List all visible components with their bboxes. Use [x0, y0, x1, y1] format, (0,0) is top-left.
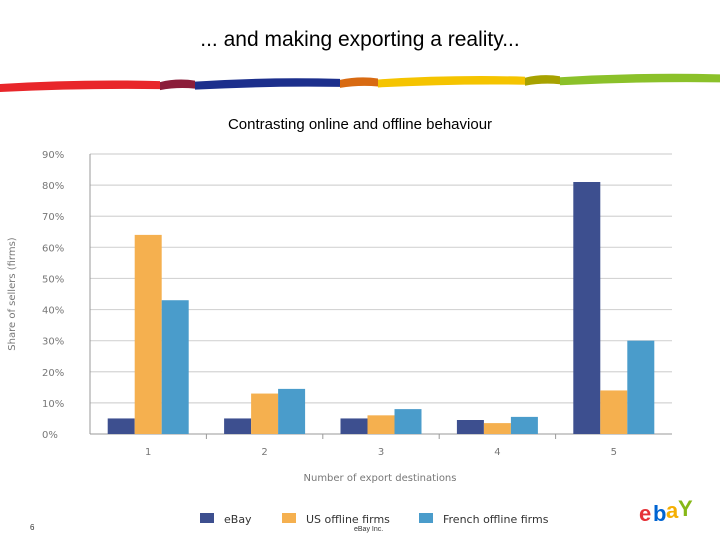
- bar: [134, 234, 162, 434]
- y-tick-label: 10%: [42, 399, 64, 410]
- bar-chart: 0% 10% 20% 30% 40% 50% 60% 70% 80% 90% 1 2 3 4 5 Number…: [7, 150, 672, 526]
- y-tick-label: 0%: [42, 430, 58, 441]
- legend-label: US offline firms: [306, 513, 390, 526]
- swoosh-segment: [525, 75, 560, 86]
- swoosh-segment: [378, 76, 525, 88]
- x-tick-label: 1: [145, 447, 151, 458]
- bar: [573, 182, 601, 434]
- y-axis-label: Share of sellers (firms): [7, 237, 18, 351]
- bar: [340, 418, 368, 434]
- svg-text:e: e: [639, 501, 651, 526]
- x-axis-label: Number of export destinations: [304, 473, 457, 484]
- legend-swatch: [200, 513, 214, 523]
- svg-text:Y: Y: [678, 498, 693, 521]
- y-tick-label: 60%: [42, 243, 64, 254]
- x-tick-label: 2: [261, 447, 267, 458]
- chart-title: Contrasting online and offline behaviour: [227, 116, 493, 133]
- page-number: 6: [30, 523, 35, 532]
- bar: [510, 416, 538, 434]
- legend-swatch: [282, 513, 296, 523]
- slide-title: ... and making exporting a reality...: [200, 28, 520, 51]
- x-tick-label: 4: [494, 447, 500, 458]
- swoosh-segment: [0, 80, 160, 92]
- y-tick-label: 20%: [42, 368, 64, 379]
- y-tick-label: 80%: [42, 181, 64, 192]
- swoosh-segment: [560, 73, 720, 86]
- bar: [627, 340, 655, 434]
- bar: [394, 409, 422, 434]
- y-tick-label: 40%: [42, 306, 64, 317]
- bar: [456, 420, 484, 434]
- x-tick-label: 3: [378, 447, 384, 458]
- bar: [600, 390, 628, 434]
- y-tick-label: 50%: [42, 274, 64, 285]
- copyright-text: eBay Inc.: [354, 526, 384, 533]
- bar: [224, 418, 252, 434]
- swoosh-segment: [340, 77, 378, 88]
- bar: [161, 300, 189, 434]
- bar: [278, 388, 306, 434]
- decorative-swoosh: [0, 73, 720, 92]
- legend-label: eBay: [224, 513, 252, 526]
- y-tick-label: 30%: [42, 337, 64, 348]
- x-tick-label: 5: [611, 447, 617, 458]
- bar: [483, 423, 511, 434]
- bar: [367, 415, 395, 434]
- y-tick-label: 90%: [42, 150, 64, 161]
- bar: [251, 393, 279, 434]
- swoosh-segment: [160, 79, 195, 91]
- y-tick-label: 70%: [42, 212, 64, 223]
- svg-text:a: a: [666, 498, 679, 523]
- swoosh-segment: [195, 78, 340, 90]
- ebay-logo: e b a Y: [639, 498, 693, 526]
- legend-swatch: [419, 513, 433, 523]
- svg-text:b: b: [653, 501, 666, 526]
- legend-label: French offline firms: [443, 513, 549, 526]
- bar: [107, 418, 135, 434]
